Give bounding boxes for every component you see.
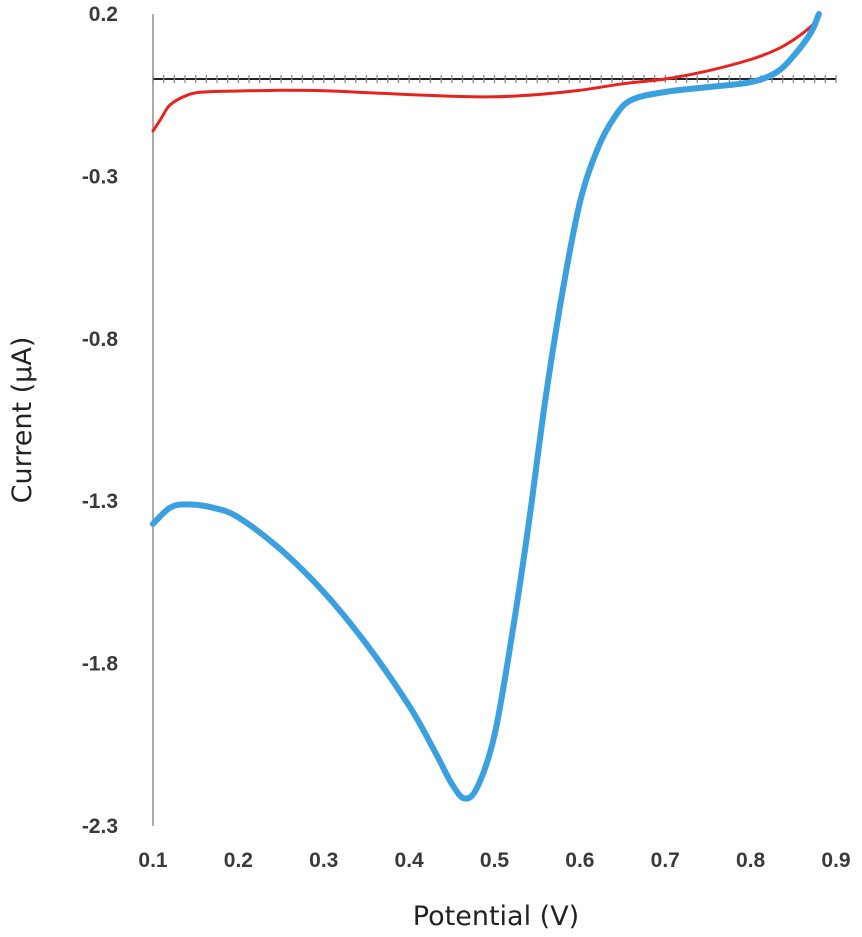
series-layer <box>150 11 822 802</box>
y-tick-label: 0.2 <box>89 3 118 26</box>
y-tick-label: -1.3 <box>82 490 118 513</box>
x-tick-label: 0.9 <box>821 849 850 872</box>
x-tick-label: 0.6 <box>565 849 594 872</box>
x-tick-label: 0.8 <box>736 849 766 872</box>
x-axis-title: Potential (V) <box>413 901 579 932</box>
series-blue-line <box>150 11 822 802</box>
y-tick-label: -2.3 <box>82 815 118 838</box>
y-axis-title: Current (μA) <box>7 337 38 504</box>
x-tick-label: 0.4 <box>395 849 425 872</box>
x-tick-labels: 0.1 0.2 0.3 0.4 0.5 0.6 0.7 0.8 0.9 <box>138 849 850 872</box>
x-tick-label: 0.3 <box>309 849 338 872</box>
y-tick-label: -1.8 <box>82 653 119 676</box>
x-tick-label: 0.2 <box>224 849 253 872</box>
y-tick-label: -0.3 <box>82 165 118 188</box>
y-tick-label: -0.8 <box>82 328 119 351</box>
x-tick-label: 0.5 <box>480 849 510 872</box>
x-tick-label: 0.7 <box>651 849 680 872</box>
series-red-line <box>151 15 821 133</box>
y-tick-labels: 0.2 -0.3 -0.8 -1.3 -1.8 -2.3 <box>82 3 119 838</box>
x-tick-label: 0.1 <box>138 849 168 872</box>
